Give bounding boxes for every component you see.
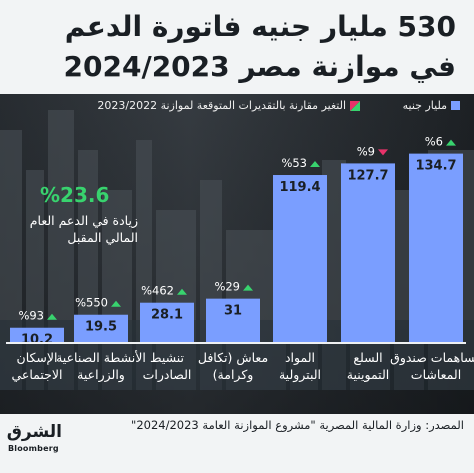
category-label-line: معاش (تكافل [198,350,268,366]
footer-panel [0,414,474,473]
change-up-triangle [177,288,187,295]
legend-swatch [451,101,460,110]
bar-chart: 134.7 %6 مساهمات صندوق المعاشات 127.7 %9 السلع… [10,135,474,383]
change-percent-label: %53 [281,156,307,170]
change-down-triangle [378,149,388,156]
change-percent-label: %93 [18,309,44,323]
category-label-line: السلع [353,350,382,365]
chart-title-line-1: 530 مليار جنيه فاتورة الدعم [64,10,456,43]
change-percent-label: %29 [214,280,240,294]
category-label: تنشيط الصادرات [143,350,192,383]
bar-value-label: 134.7 [415,159,456,174]
callout-text: زيادة في الدعم العام المالي المقبل [29,213,138,245]
bar-value-label: 127.7 [347,168,388,183]
up-down-triangle-icon [350,100,360,111]
legend: مليار جنيه التغير مقارنة بالتقديرات المت… [14,99,460,115]
bar-value-label: 31 [224,304,242,319]
bar-value-label: 119.4 [279,180,320,195]
category-label: المواد البترولية [279,350,321,383]
legend-change-label: التغير مقارنة بالتقديرات المتوقعة لموازن… [97,99,346,112]
bar [206,298,260,342]
bar [409,153,463,342]
category-label-line: والزراعية [77,367,125,383]
chart-title-line-2: في موازنة مصر 2024/2023 [63,50,456,83]
category-label-line: مساهمات صندوق [390,350,474,366]
bar-value-label: 19.5 [85,320,117,335]
change-up-triangle [446,139,456,146]
legend-item-value: مليار جنيه [403,99,460,112]
category-label-line: البترولية [279,367,321,383]
source-note: المصدر: وزارة المالية المصرية "مشروع الم… [131,418,464,432]
category-label-line: الصادرات [143,367,192,383]
category-label-line: الاجتماعي [11,367,62,382]
category-label: الإسكان الاجتماعي [11,350,62,382]
callout-percent: %23.6 [40,183,110,207]
category-label-line: التموينية [347,367,389,383]
category-label-line: المواد [285,350,315,366]
change-percent-label: %462 [141,284,174,298]
change-percent-label: %9 [357,144,375,158]
bar-value-label: 28.1 [151,308,183,323]
bar [273,175,327,342]
legend-item-change: التغير مقارنة بالتقديرات المتوقعة لموازن… [97,99,360,112]
category-label-line: الأنشطة الصناعية [56,350,146,365]
category-label-line: تنشيط [150,350,185,365]
legend-value-label: مليار جنيه [402,99,447,112]
title-panel [0,0,474,94]
change-up-triangle [47,313,57,320]
category-label-line: المعاشات [411,367,461,382]
category-label: معاش (تكافل وكرامة) [198,350,268,383]
change-percent-label: %550 [75,296,108,310]
category-label: السلع التموينية [347,350,389,383]
category-label-line: وكرامة) [213,367,254,383]
asharq-bloomberg-logo: الشرق Bloomberg [6,422,62,466]
bar [341,163,395,342]
x-axis-baseline [6,342,466,344]
logo-english-text: Bloomberg [8,444,59,453]
category-label-line: الإسكان [17,350,58,365]
change-percent-label: %6 [425,135,443,149]
change-up-triangle [310,161,320,168]
category-label: الأنشطة الصناعية والزراعية [56,350,146,383]
bar [74,314,128,342]
change-up-triangle [243,284,253,291]
bar-value-label: 10.2 [21,333,53,348]
bar [140,302,194,342]
category-label: مساهمات صندوق المعاشات [390,350,474,382]
bar [10,327,64,342]
change-up-triangle [111,300,121,307]
logo-arabic-text: الشرق [6,422,62,442]
